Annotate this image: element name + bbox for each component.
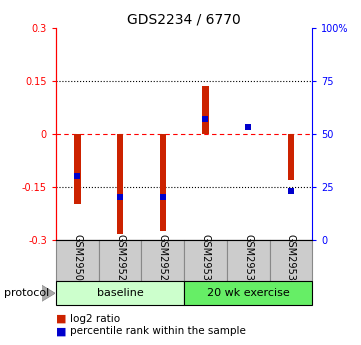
Text: GSM29523: GSM29523	[115, 234, 125, 287]
Bar	[56, 281, 184, 305]
Bar	[202, 86, 209, 134]
Bar	[56, 240, 99, 281]
Title: GDS2234 / 6770: GDS2234 / 6770	[127, 12, 241, 27]
Bar	[227, 240, 270, 281]
Text: percentile rank within the sample: percentile rank within the sample	[70, 326, 246, 336]
Text: GSM29507: GSM29507	[72, 234, 82, 287]
Text: GSM29536: GSM29536	[286, 234, 296, 287]
Bar	[142, 240, 184, 281]
Text: ■: ■	[56, 314, 66, 324]
Bar	[74, 134, 81, 204]
Bar	[117, 134, 123, 235]
Text: baseline: baseline	[97, 288, 143, 298]
Bar	[184, 240, 227, 281]
Text: 20 wk exercise: 20 wk exercise	[207, 288, 290, 298]
Text: GSM29529: GSM29529	[158, 234, 168, 287]
Text: GSM29533: GSM29533	[200, 234, 210, 287]
Polygon shape	[42, 285, 55, 302]
Text: GSM29535: GSM29535	[243, 234, 253, 287]
Bar	[160, 134, 166, 231]
Text: log2 ratio: log2 ratio	[70, 314, 121, 324]
Bar	[270, 240, 312, 281]
Text: ■: ■	[56, 326, 66, 336]
Text: protocol: protocol	[4, 288, 49, 298]
Bar	[288, 134, 294, 180]
Bar	[99, 240, 142, 281]
Bar	[184, 281, 312, 305]
